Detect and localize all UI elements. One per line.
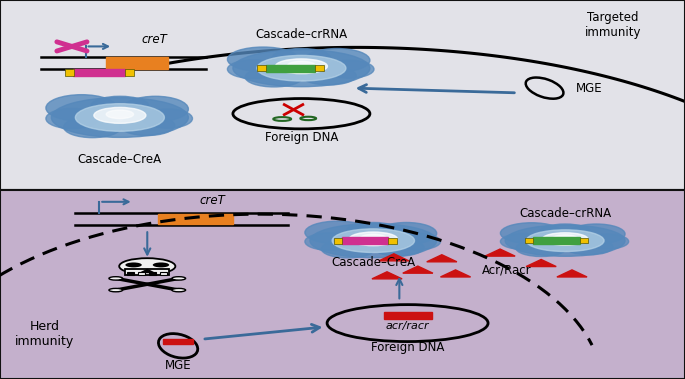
Ellipse shape	[567, 224, 625, 244]
Ellipse shape	[125, 262, 142, 268]
Ellipse shape	[109, 277, 123, 280]
Text: MGE: MGE	[165, 359, 191, 372]
FancyBboxPatch shape	[533, 237, 580, 244]
Text: Targeted
immunity: Targeted immunity	[585, 11, 641, 39]
Ellipse shape	[310, 224, 437, 258]
Ellipse shape	[119, 258, 175, 274]
FancyBboxPatch shape	[580, 238, 588, 243]
Ellipse shape	[332, 229, 414, 252]
Text: Herd
immunity: Herd immunity	[15, 319, 74, 348]
FancyBboxPatch shape	[257, 65, 266, 72]
Text: Acr/Racr: Acr/Racr	[482, 263, 532, 277]
FancyBboxPatch shape	[163, 339, 193, 344]
Ellipse shape	[109, 288, 123, 292]
Ellipse shape	[305, 233, 353, 250]
Text: acr/racr: acr/racr	[386, 321, 429, 331]
Polygon shape	[372, 272, 402, 279]
Polygon shape	[557, 270, 587, 277]
Ellipse shape	[227, 47, 299, 72]
FancyBboxPatch shape	[106, 57, 168, 69]
FancyBboxPatch shape	[73, 69, 125, 76]
Ellipse shape	[46, 108, 98, 128]
Ellipse shape	[500, 223, 562, 244]
Ellipse shape	[395, 233, 440, 250]
Text: creT: creT	[199, 194, 225, 207]
FancyBboxPatch shape	[125, 69, 134, 76]
Polygon shape	[440, 270, 471, 277]
Ellipse shape	[565, 239, 613, 255]
Ellipse shape	[123, 96, 188, 122]
Text: Cascade–crRNA: Cascade–crRNA	[256, 28, 347, 41]
FancyBboxPatch shape	[149, 272, 156, 275]
Text: Foreign DNA: Foreign DNA	[264, 131, 338, 144]
FancyBboxPatch shape	[334, 238, 342, 244]
Ellipse shape	[540, 224, 590, 239]
FancyBboxPatch shape	[388, 238, 397, 244]
Ellipse shape	[543, 233, 588, 245]
Ellipse shape	[500, 233, 546, 249]
FancyBboxPatch shape	[160, 272, 167, 275]
Ellipse shape	[347, 222, 400, 239]
Polygon shape	[526, 260, 556, 266]
Ellipse shape	[172, 288, 186, 292]
Ellipse shape	[586, 234, 629, 249]
FancyBboxPatch shape	[525, 238, 533, 243]
Ellipse shape	[301, 66, 356, 85]
FancyBboxPatch shape	[384, 312, 432, 319]
Ellipse shape	[143, 109, 192, 128]
Ellipse shape	[91, 96, 149, 115]
Ellipse shape	[305, 221, 371, 244]
Ellipse shape	[172, 277, 186, 280]
FancyBboxPatch shape	[158, 214, 233, 224]
Ellipse shape	[304, 49, 370, 72]
Ellipse shape	[288, 61, 315, 69]
Text: Foreign DNA: Foreign DNA	[371, 341, 445, 354]
Ellipse shape	[233, 50, 370, 87]
Ellipse shape	[325, 60, 374, 78]
Ellipse shape	[94, 107, 146, 123]
Ellipse shape	[275, 59, 327, 74]
Text: Cascade–CreA: Cascade–CreA	[332, 256, 415, 269]
Text: MGE: MGE	[575, 81, 602, 95]
Ellipse shape	[273, 49, 330, 66]
Ellipse shape	[505, 225, 625, 256]
FancyBboxPatch shape	[65, 69, 74, 76]
Ellipse shape	[526, 230, 604, 252]
Ellipse shape	[51, 98, 188, 138]
Ellipse shape	[516, 240, 566, 257]
Ellipse shape	[376, 222, 437, 244]
FancyBboxPatch shape	[127, 272, 134, 275]
Ellipse shape	[46, 95, 117, 121]
Ellipse shape	[257, 55, 346, 81]
FancyBboxPatch shape	[125, 269, 169, 275]
Ellipse shape	[553, 235, 577, 241]
Text: creT: creT	[141, 33, 167, 47]
Polygon shape	[427, 255, 457, 262]
FancyBboxPatch shape	[266, 65, 315, 72]
Polygon shape	[485, 249, 515, 256]
Ellipse shape	[349, 232, 397, 246]
Ellipse shape	[321, 240, 375, 258]
Text: Cascade–crRNA: Cascade–crRNA	[519, 207, 611, 220]
Ellipse shape	[245, 67, 303, 87]
Ellipse shape	[227, 60, 279, 78]
FancyBboxPatch shape	[342, 237, 388, 244]
Polygon shape	[379, 254, 409, 261]
Ellipse shape	[373, 239, 424, 256]
Polygon shape	[141, 269, 153, 273]
Ellipse shape	[64, 116, 121, 138]
Ellipse shape	[75, 104, 164, 131]
FancyBboxPatch shape	[315, 65, 324, 72]
Polygon shape	[403, 266, 433, 273]
Ellipse shape	[106, 110, 134, 119]
Text: Cascade–CreA: Cascade–CreA	[78, 153, 162, 166]
Ellipse shape	[120, 115, 175, 136]
FancyBboxPatch shape	[138, 272, 145, 275]
Ellipse shape	[153, 262, 169, 268]
Ellipse shape	[360, 234, 386, 241]
